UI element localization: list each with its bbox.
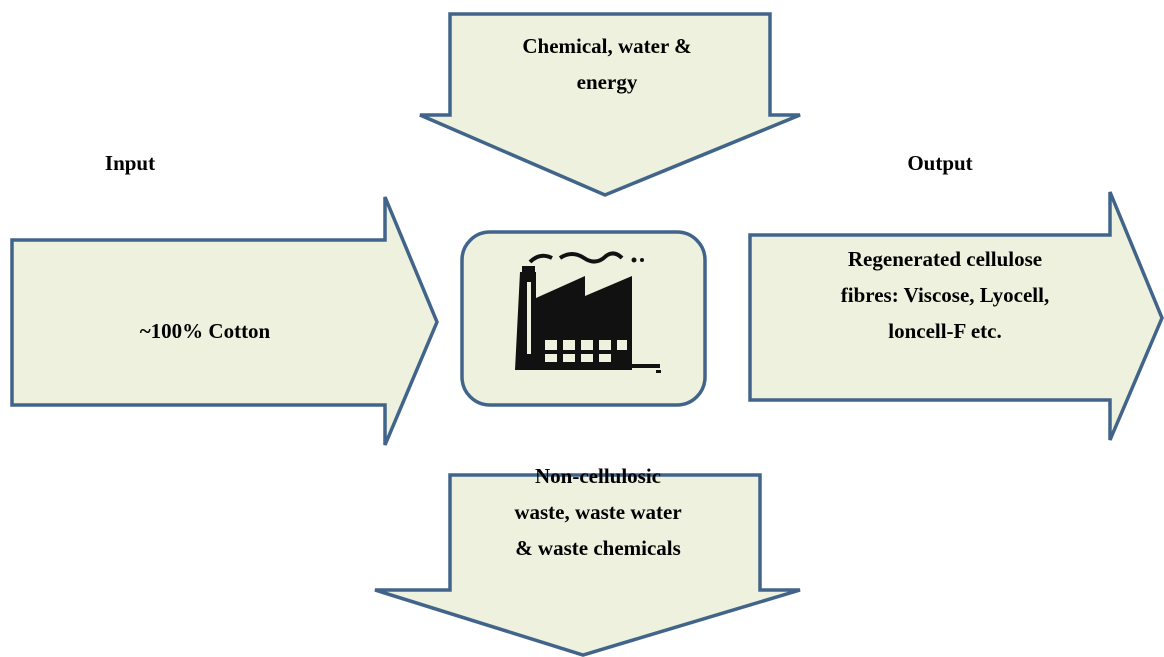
node-label: ~100% Cotton (140, 319, 271, 343)
output-heading: Output (907, 151, 972, 175)
node-label: fibres: Viscose, Lyocell, (841, 283, 1049, 307)
node-label: & waste chemicals (515, 536, 681, 560)
node-label: Chemical, water & (522, 34, 691, 58)
output-arrow (748, 191, 1164, 441)
input-heading: Input (105, 151, 155, 175)
waste-arrow (374, 473, 801, 657)
node-label: energy (577, 70, 638, 94)
node-label: Non-cellulosic (535, 464, 661, 488)
node-label: loncell-F etc. (888, 319, 1002, 343)
input-arrow (10, 196, 439, 446)
node-label: waste, waste water (514, 500, 681, 524)
node-label: Regenerated cellulose (848, 247, 1042, 271)
resources-arrow (419, 12, 801, 197)
factory-icon (515, 251, 661, 373)
